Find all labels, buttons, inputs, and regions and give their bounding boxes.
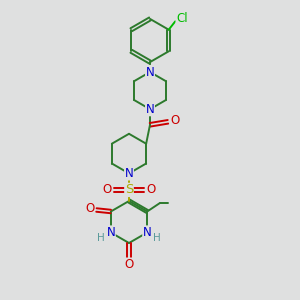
Text: O: O (85, 202, 94, 215)
Text: N: N (143, 226, 152, 239)
Text: O: O (170, 114, 179, 127)
Text: Cl: Cl (176, 12, 188, 26)
Text: N: N (124, 167, 134, 180)
Text: O: O (103, 183, 112, 196)
Text: O: O (146, 183, 155, 196)
Text: S: S (125, 183, 133, 196)
Text: N: N (146, 103, 154, 116)
Text: H: H (97, 233, 105, 243)
Text: N: N (106, 226, 115, 239)
Text: H: H (153, 233, 161, 243)
Text: N: N (146, 65, 154, 79)
Text: O: O (124, 258, 134, 271)
